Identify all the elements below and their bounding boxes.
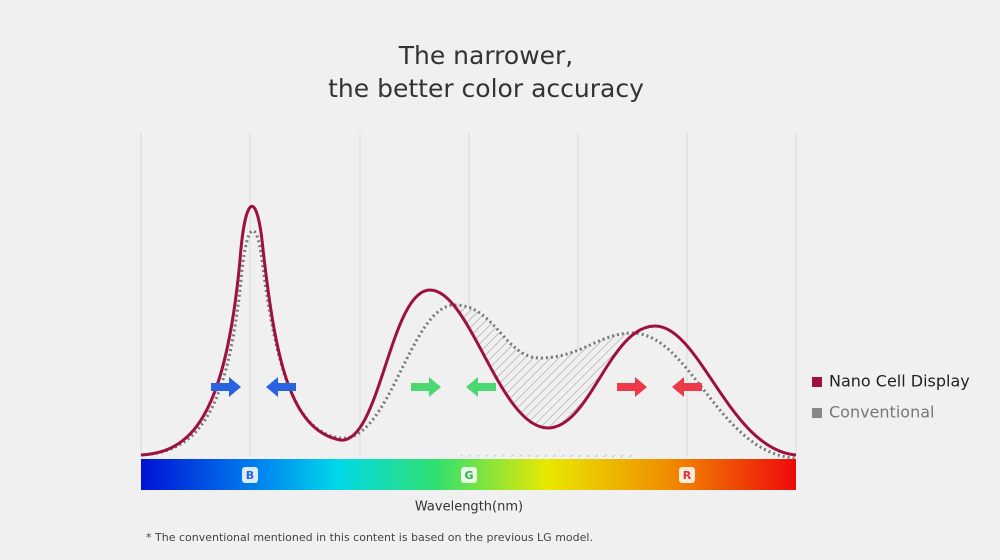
- label-box: [461, 467, 477, 483]
- legend-swatch: [812, 408, 822, 418]
- title-line: The narrower,: [398, 41, 574, 70]
- legend-label: Conventional: [829, 403, 934, 422]
- spectrum-label: R: [683, 469, 692, 482]
- nano-cell-curve: [140, 205, 797, 457]
- arrows: [211, 377, 702, 397]
- conventional-curve: [140, 229, 797, 460]
- footnote: * The conventional mentioned in this con…: [146, 531, 593, 544]
- spectrum-label: G: [464, 469, 473, 482]
- hatched-area: [455, 305, 635, 458]
- legend-label: Nano Cell Display: [829, 372, 970, 391]
- label-box: [242, 467, 258, 483]
- title-line: the better color accuracy: [328, 74, 644, 103]
- axis-label: Wavelength(nm): [415, 500, 523, 515]
- legend-swatch: [812, 377, 822, 387]
- label-box: [679, 467, 695, 483]
- grid: [140, 133, 797, 456]
- spectrum-label: B: [246, 469, 254, 482]
